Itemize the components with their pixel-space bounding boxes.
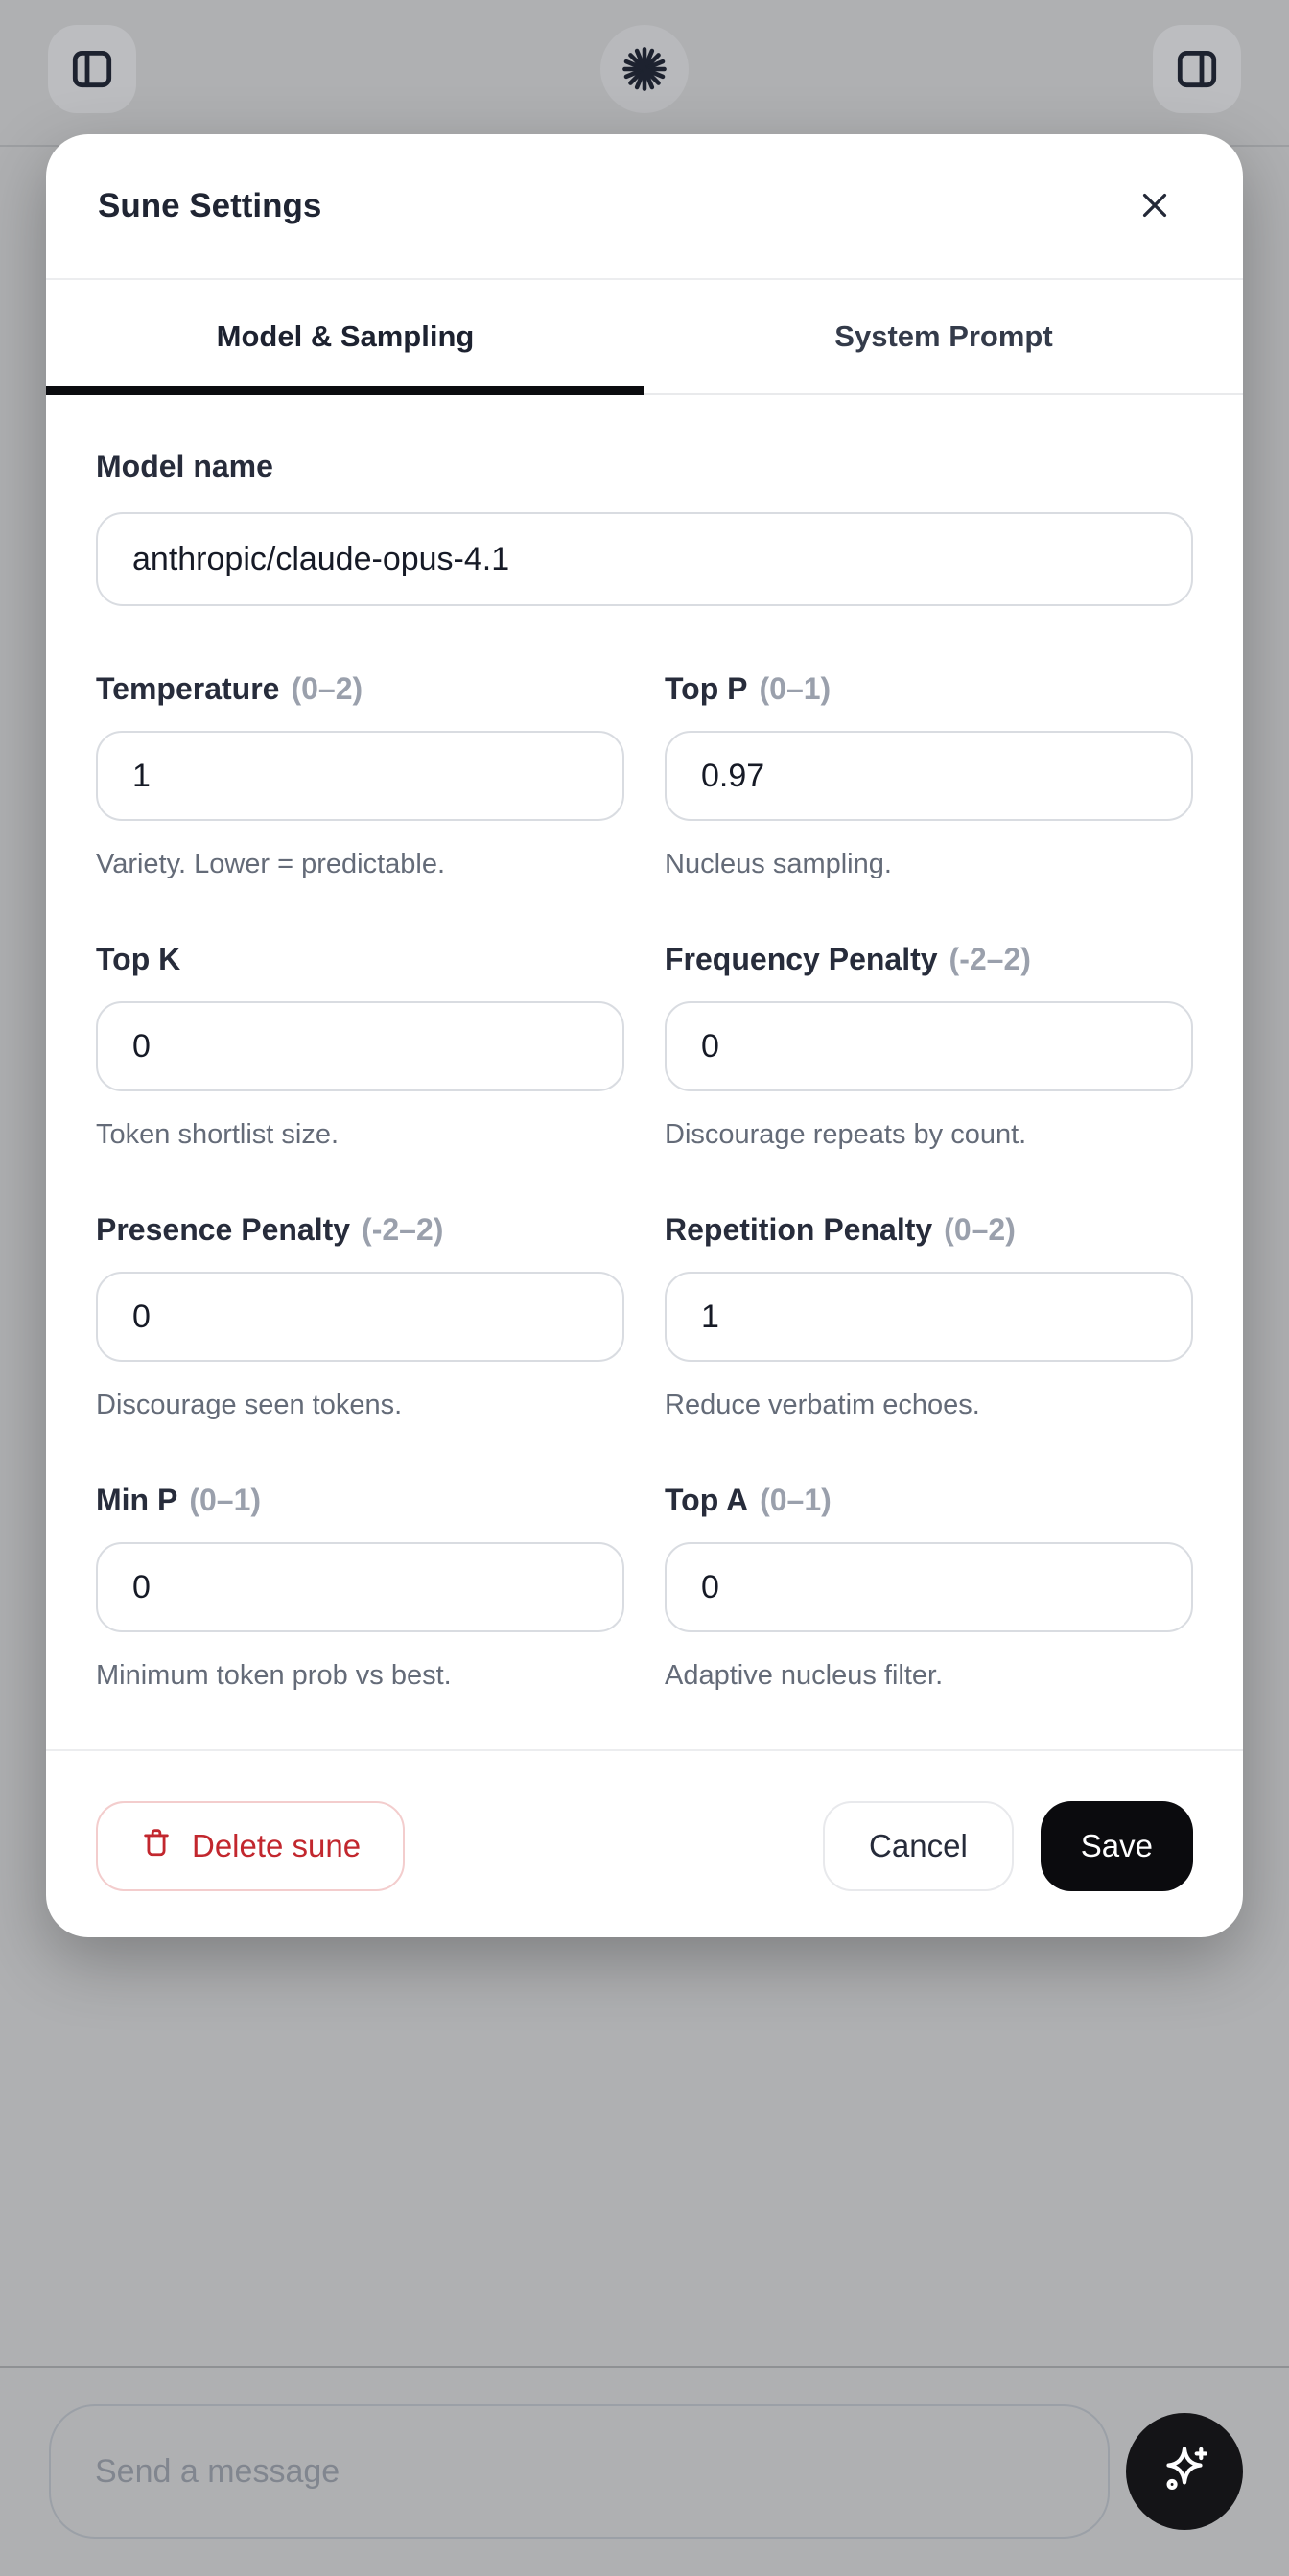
app-logo-button[interactable] [600,25,689,113]
field-label-text: Top K [96,942,181,976]
save-button[interactable]: Save [1040,1801,1193,1891]
dialog-footer: Delete sune Cancel Save [96,1801,1193,1891]
field-label: Top A (0–1) [665,1481,1193,1519]
field-help-text: Variety. Lower = predictable. [96,849,446,879]
field-label-text: Top P [665,671,748,706]
field-range-hint: (0–1) [759,671,832,706]
delete-sune-button[interactable]: Delete sune [96,1801,406,1891]
field-range-hint: (0–1) [760,1483,832,1517]
temperature-input[interactable] [96,731,624,821]
field-label-text: Frequency Penalty [665,942,938,976]
field-label: Top K [96,940,624,978]
field-label: Min P (0–1) [96,1481,624,1519]
field-label-text: Top A [665,1483,749,1517]
top-p-input[interactable] [665,731,1193,821]
field-label-text: Presence Penalty [96,1212,351,1247]
field-label-text: Min P [96,1483,178,1517]
field-min-p: Min P (0–1) Minimum token prob vs best. [96,1481,624,1694]
min-p-input[interactable] [96,1542,624,1632]
tab-model-sampling[interactable]: Model & Sampling [46,280,644,393]
settings-tabbar: Model & Sampling System Prompt [46,280,1243,395]
active-tab-indicator [46,386,644,395]
field-range-hint: (-2–2) [362,1212,444,1247]
field-label: Presence Penalty (-2–2) [96,1210,624,1249]
frequency-penalty-input[interactable] [665,1001,1193,1091]
sparkle-icon [1155,2441,1214,2503]
dialog-body: Model name Temperature (0–2) Variety. Lo… [46,447,1243,1891]
field-label: Repetition Penalty (0–2) [665,1210,1193,1249]
field-label-text: Temperature [96,671,280,706]
field-temperature: Temperature (0–2) Variety. Lower = predi… [96,669,624,882]
repetition-penalty-input[interactable] [665,1272,1193,1362]
field-label-text: Repetition Penalty [665,1212,933,1247]
field-label: Temperature (0–2) [96,669,624,708]
presence-penalty-input[interactable] [96,1272,624,1362]
model-name-input[interactable] [96,512,1193,606]
panel-right-icon [1173,45,1221,93]
field-help-text: Nucleus sampling. [665,849,892,879]
sune-settings-dialog: Sune Settings Model & Sampling System Pr… [46,134,1243,1937]
top-a-input[interactable] [665,1542,1193,1632]
field-help-text: Discourage seen tokens. [96,1390,403,1420]
field-repetition-penalty: Repetition Penalty (0–2) Reduce verbatim… [665,1210,1193,1423]
tab-system-prompt[interactable]: System Prompt [644,280,1243,393]
trash-icon [140,1826,173,1866]
starburst-logo-icon [620,44,669,94]
field-help-text: Reduce verbatim echoes. [665,1390,980,1420]
field-frequency-penalty: Frequency Penalty (-2–2) Discourage repe… [665,940,1193,1153]
dialog-title: Sune Settings [98,187,322,224]
sidebar-toggle-button[interactable] [48,25,136,113]
field-label: Frequency Penalty (-2–2) [665,940,1193,978]
field-range-hint: (-2–2) [949,942,1031,976]
cancel-button[interactable]: Cancel [823,1801,1014,1891]
message-input[interactable] [49,2404,1110,2539]
model-name-label: Model name [96,449,273,483]
top-k-input[interactable] [96,1001,624,1091]
field-top-a: Top A (0–1) Adaptive nucleus filter. [665,1481,1193,1694]
field-help-text: Discourage repeats by count. [665,1119,1027,1150]
field-help-text: Token shortlist size. [96,1119,340,1150]
close-icon [1137,187,1173,226]
send-message-button[interactable] [1126,2413,1243,2530]
field-help-text: Adaptive nucleus filter. [665,1660,944,1691]
field-top-p: Top P (0–1) Nucleus sampling. [665,669,1193,882]
panel-left-icon [68,45,116,93]
delete-sune-label: Delete sune [192,1828,362,1863]
field-range-hint: (0–2) [291,671,363,706]
field-top-k: Top K Token shortlist size. [96,940,624,1153]
right-panel-toggle-button[interactable] [1153,25,1241,113]
composer-divider [0,2366,1289,2368]
field-help-text: Minimum token prob vs best. [96,1660,452,1691]
field-range-hint: (0–1) [189,1483,262,1517]
field-presence-penalty: Presence Penalty (-2–2) Discourage seen … [96,1210,624,1423]
field-range-hint: (0–2) [944,1212,1016,1247]
footer-divider [46,1749,1243,1751]
field-label: Top P (0–1) [665,669,1193,708]
dialog-header: Sune Settings [46,134,1243,280]
sampling-fields-grid: Temperature (0–2) Variety. Lower = predi… [96,669,1193,1694]
close-button[interactable] [1128,179,1182,233]
